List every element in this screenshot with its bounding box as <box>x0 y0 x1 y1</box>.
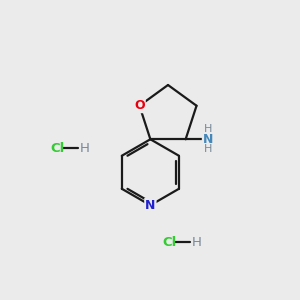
Text: H: H <box>192 236 202 248</box>
Text: Cl: Cl <box>50 142 64 154</box>
Text: N: N <box>202 133 213 146</box>
Text: O: O <box>134 99 145 112</box>
Text: H: H <box>203 144 212 154</box>
Text: Cl: Cl <box>162 236 176 248</box>
Text: H: H <box>80 142 90 154</box>
Text: H: H <box>203 124 212 134</box>
Text: N: N <box>145 199 156 212</box>
